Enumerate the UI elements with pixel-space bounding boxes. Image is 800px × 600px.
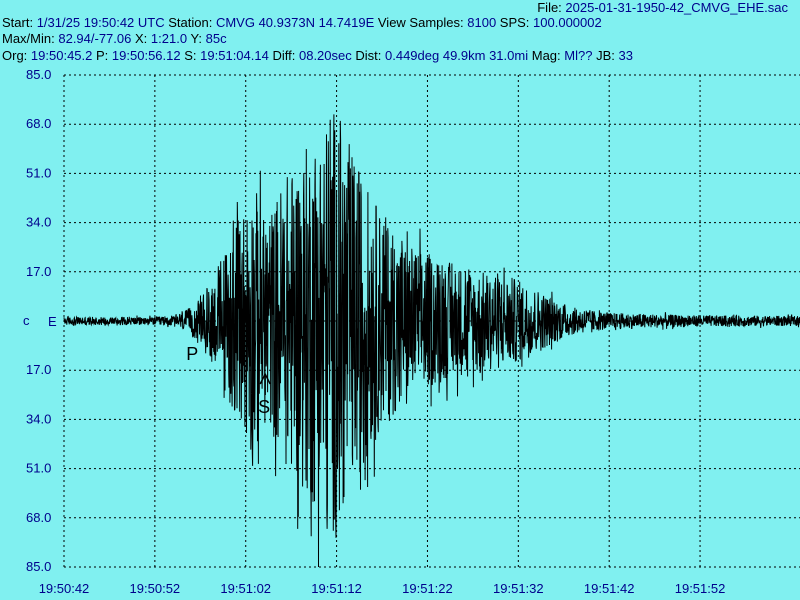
x-tick-label: 19:51:52 [675, 581, 726, 596]
diff-label: Diff: [272, 48, 296, 63]
y-tick-label: c [23, 313, 30, 328]
mag-value: Ml?? [564, 48, 593, 63]
x-axis-ticks: 19:50:42 19:50:52 19:51:02 19:51:12 19:51:22… [39, 581, 726, 596]
maxmin-value: 82.94/-77.06 [58, 31, 132, 46]
start-value: 1/31/25 19:50:42 UTC [36, 15, 165, 30]
phase-picks: PS [186, 344, 271, 417]
header-line-start: Start: 1/31/25 19:50:42 UTC Station: CMV… [2, 15, 602, 31]
mag-label: Mag: [531, 48, 561, 63]
x-scale-label: X: [135, 31, 148, 46]
view-samples-label: View Samples: [377, 15, 464, 30]
channel-e-label: E [48, 314, 57, 329]
y-tick-label: 85.0 [26, 67, 51, 82]
y-axis-ticks: 85.0 68.0 51.0 34.0 17.0 c 17.0 34.0 51.0 68.0 85.… [23, 67, 51, 574]
header-line-maxmin: Max/Min: 82.94/-77.06 X: 1:21.0 Y: 85c [2, 31, 227, 47]
file-value: 2025-01-31-1950-42_CMVG_EHE.sac [565, 0, 788, 15]
s-time-value: 19:51:04.14 [200, 48, 269, 63]
x-tick-label: 19:51:12 [311, 581, 362, 596]
y-tick-label: 51.0 [26, 165, 51, 180]
org-label: Org: [2, 48, 28, 63]
jb-value: 33 [618, 48, 633, 63]
s-time-label: S: [184, 48, 197, 63]
y-scale-label: Y: [190, 31, 203, 46]
y-tick-label: 17.0 [26, 264, 51, 279]
org-value: 19:50:45.2 [30, 48, 93, 63]
start-label: Start: [2, 15, 34, 30]
dist-value: 0.449deg 49.9km 31.0mi [385, 48, 529, 63]
dist-label: Dist: [355, 48, 382, 63]
view-samples-value: 8100 [467, 15, 497, 30]
y-tick-label: 17.0 [26, 362, 51, 377]
header-line-origin: Org: 19:50:45.2 P: 19:50:56.12 S: 19:51:… [2, 48, 633, 64]
station-value: CMVG 40.9373N 14.7419E [215, 15, 375, 30]
y-tick-label: 68.0 [26, 510, 51, 525]
y-scale-value: 85c [205, 31, 227, 46]
file-info: File: 2025-01-31-1950-42_CMVG_EHE.sac [537, 0, 788, 16]
diff-value: 08.20sec [298, 48, 352, 63]
x-tick-label: 19:51:02 [220, 581, 271, 596]
y-tick-label: 51.0 [26, 461, 51, 476]
x-tick-label: 19:50:42 [39, 581, 90, 596]
jb-label: JB: [596, 48, 615, 63]
sps-label: SPS: [499, 15, 530, 30]
file-label: File: [537, 0, 562, 15]
x-scale-value: 1:21.0 [150, 31, 188, 46]
y-tick-label: 34.0 [26, 215, 51, 230]
y-tick-label: 34.0 [26, 411, 51, 426]
p-time-value: 19:50:56.12 [111, 48, 181, 63]
sps-value: 100.000002 [533, 15, 602, 30]
p-pick-label: P [186, 344, 198, 364]
x-tick-label: 19:51:42 [584, 581, 635, 596]
station-label: Station: [168, 15, 213, 30]
p-time-label: P: [96, 48, 109, 63]
x-tick-label: 19:51:32 [493, 581, 544, 596]
seismogram-trace [63, 114, 800, 568]
y-tick-label: 68.0 [26, 116, 51, 131]
y-tick-label: 85.0 [26, 559, 51, 574]
s-pick-arrow-head [259, 372, 271, 385]
x-tick-label: 19:51:22 [402, 581, 453, 596]
x-tick-label: 19:50:52 [130, 581, 181, 596]
s-pick-label: S [258, 397, 270, 417]
maxmin-label: Max/Min: [2, 31, 55, 46]
